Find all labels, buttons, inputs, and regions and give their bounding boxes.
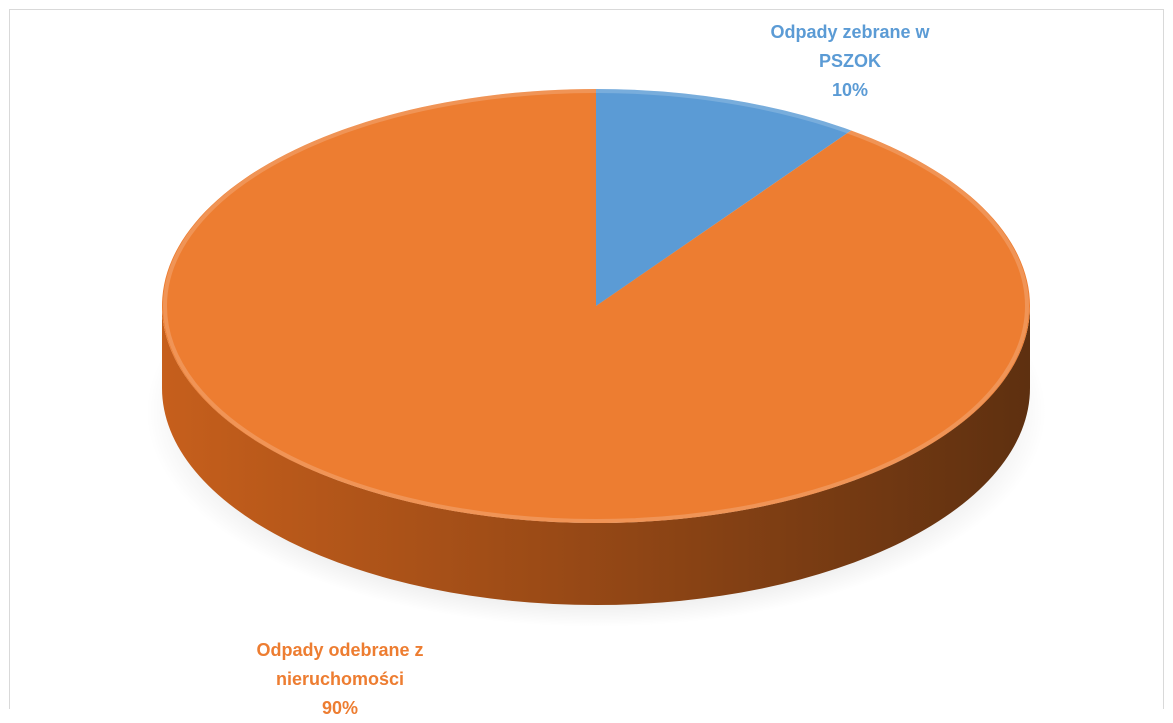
pie-side-wall xyxy=(162,306,1030,605)
data-label-pszok: Odpady zebrane w PSZOK 10% xyxy=(700,18,1000,105)
pie-slice-nieruchomosci[interactable] xyxy=(161,89,1030,523)
pie-slice-pszok[interactable] xyxy=(596,89,852,306)
pie-top-face xyxy=(161,89,1030,523)
pie-side-wall-nieruchomosci xyxy=(162,306,1030,605)
data-label-nieruchomosci: Odpady odebrane z nieruchomości 90% xyxy=(190,636,490,723)
data-label-nieruchomosci-line-2: nieruchomości xyxy=(275,669,405,689)
pie-rim-highlight xyxy=(163,89,1029,523)
data-label-pszok-line-2: PSZOK xyxy=(818,51,881,71)
data-label-nieruchomosci-value: 90% xyxy=(321,698,359,718)
data-label-pszok-value: 10% xyxy=(831,80,869,100)
pie-chart xyxy=(146,89,1046,627)
data-label-pszok-line-1: Odpady zebrane w xyxy=(770,22,930,42)
data-label-nieruchomosci-line-1: Odpady odebrane z xyxy=(256,640,424,660)
